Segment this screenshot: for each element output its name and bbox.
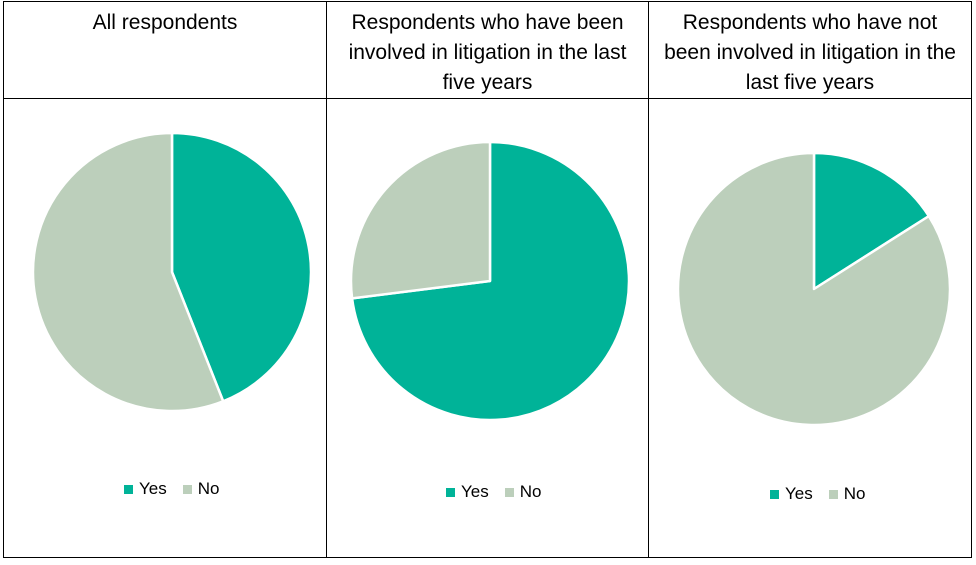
legend-all-respondents: Yes No <box>124 479 219 499</box>
column-divider-2 <box>648 1 649 558</box>
legend-label-no: No <box>519 482 542 501</box>
slice-yes <box>812 151 931 291</box>
column-divider-1 <box>326 1 327 558</box>
panel-header-all-respondents: All respondents <box>92 11 238 34</box>
table-border-left <box>3 1 4 558</box>
legend-item-no: No <box>504 482 542 502</box>
legend-swatch-no <box>504 487 514 497</box>
pie-chart-involved-in-litigation <box>349 140 631 422</box>
legend-swatch-no <box>828 489 838 499</box>
legend-item-yes: Yes <box>446 482 489 502</box>
legend-label-yes: Yes <box>139 479 167 498</box>
legend-label-no: No <box>843 484 866 503</box>
header-row-divider <box>3 98 972 99</box>
panel-header-not-involved-in-litigation: Respondents who have not been involved i… <box>664 11 956 94</box>
legend-label-no: No <box>197 479 220 498</box>
legend-item-no: No <box>182 479 220 499</box>
legend-item-no: No <box>828 484 866 504</box>
slice-no <box>676 151 952 427</box>
legend-involved-in-litigation: Yes No <box>446 482 541 502</box>
pie-chart-not-involved-in-litigation <box>676 151 952 427</box>
legend-swatch-yes <box>124 484 133 494</box>
table-border-right <box>971 1 972 558</box>
legend-not-involved-in-litigation: Yes No <box>770 484 865 504</box>
slice-yes <box>170 131 313 403</box>
pie-chart-all-respondents <box>31 131 313 413</box>
panel-header-involved-in-litigation: Respondents who have been involved in li… <box>348 11 627 94</box>
legend-swatch-yes <box>446 487 455 497</box>
legend-item-yes: Yes <box>124 479 167 499</box>
slice-no <box>349 140 492 300</box>
legend-label-yes: Yes <box>785 484 813 503</box>
legend-item-yes: Yes <box>770 484 813 504</box>
legend-swatch-no <box>182 484 192 494</box>
table-border-bottom <box>3 557 972 558</box>
legend-label-yes: Yes <box>461 482 489 501</box>
slice-no <box>31 131 225 413</box>
table-border-top <box>3 1 972 2</box>
legend-swatch-yes <box>770 489 779 499</box>
